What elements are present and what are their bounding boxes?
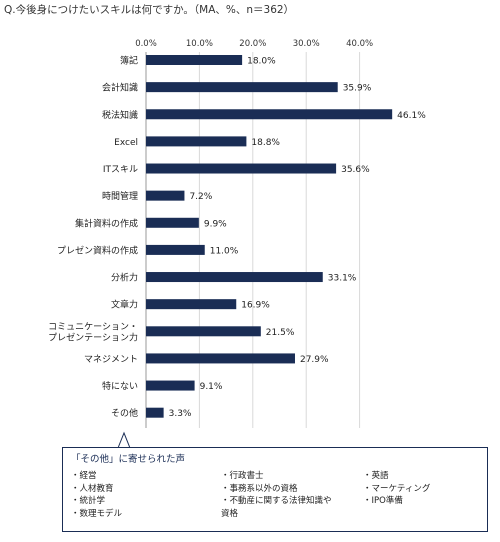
comment-item: 不動産に関する法律知識や 資格 <box>221 495 332 520</box>
value-label: 9.9% <box>204 219 227 229</box>
value-label: 27.9% <box>300 355 329 365</box>
bar <box>146 82 338 93</box>
category-label: 税法知識 <box>102 109 138 121</box>
category-label: 特にない <box>102 380 138 392</box>
category-label: 簿記 <box>120 55 138 67</box>
category-label: 集計資料の作成 <box>75 217 138 229</box>
comment-item: 英語 <box>363 470 430 483</box>
value-label: 7.2% <box>189 192 212 202</box>
category-label: その他 <box>111 407 138 419</box>
category-label: Excel <box>114 138 138 148</box>
value-label: 18.8% <box>251 138 280 148</box>
bar <box>146 55 243 65</box>
bar <box>146 272 323 283</box>
bar <box>146 109 393 120</box>
comment-item: IPO準備 <box>363 495 430 508</box>
value-label: 46.1% <box>397 111 426 121</box>
value-label: 9.1% <box>200 382 223 392</box>
comment-item: 数理モデル <box>71 508 123 521</box>
comments-column-1: 経営 人材教育 統計学 数理モデル <box>71 470 123 521</box>
question-title: Q.今後身につけたいスキルは何ですか。（MA、%、n＝362） <box>4 4 295 16</box>
other-comments-box: 「その他」に寄せられた声 経営 人材教育 統計学 数理モデル 行政書士 事務系以… <box>62 447 488 532</box>
bar <box>146 299 237 310</box>
x-tick-label: 40.0% <box>346 39 373 49</box>
category-label: 時間管理 <box>102 190 138 202</box>
x-tick-label: 30.0% <box>293 39 320 49</box>
bar <box>146 353 295 364</box>
category-label: 会計知識 <box>102 82 138 94</box>
x-tick-label: 10.0% <box>186 39 213 49</box>
value-label: 35.9% <box>343 84 372 94</box>
bar <box>146 244 205 255</box>
value-label: 18.0% <box>247 57 276 67</box>
bar <box>146 190 185 201</box>
comment-item: マーケティング <box>363 483 431 496</box>
bar <box>146 407 164 418</box>
category-label: 分析力 <box>111 272 138 284</box>
callout-title: 「その他」に寄せられた声 <box>71 454 186 465</box>
value-label: 11.0% <box>210 246 239 256</box>
category-label: コミュニケーション・プレゼンテーション力 <box>48 321 138 343</box>
bar <box>146 136 247 147</box>
x-tick-label: 20.0% <box>239 39 266 49</box>
comments-column-2: 行政書士 事務系以外の資格 不動産に関する法律知識や 資格 <box>221 470 332 520</box>
category-label: プレゼン資料の作成 <box>57 244 138 256</box>
category-label: 文章力 <box>111 299 138 311</box>
value-label: 21.5% <box>266 328 295 338</box>
value-label: 35.6% <box>341 165 370 175</box>
bar-chart: 0.0% 10.0% 20.0% 30.0% 40.0% 簿記 18.0% 会計知識 35.9%… <box>48 39 426 428</box>
comments-column-3: 英語 マーケティング IPO準備 <box>363 470 431 508</box>
bar <box>146 163 337 174</box>
category-label: マネジメント <box>84 354 138 365</box>
comment-item: 経営 <box>71 470 122 483</box>
comment-item: 行政書士 <box>221 470 332 483</box>
category-label: ITスキル <box>103 165 138 175</box>
value-label: 3.3% <box>169 409 192 419</box>
comment-item: 統計学 <box>71 495 122 508</box>
bar <box>146 380 195 391</box>
x-tick-label: 0.0% <box>135 39 157 49</box>
value-label: 16.9% <box>241 301 270 311</box>
bar <box>146 217 199 228</box>
comment-item: 人材教育 <box>71 483 122 496</box>
comment-item: 事務系以外の資格 <box>221 483 332 496</box>
bar <box>146 326 261 337</box>
value-label: 33.1% <box>328 274 357 284</box>
